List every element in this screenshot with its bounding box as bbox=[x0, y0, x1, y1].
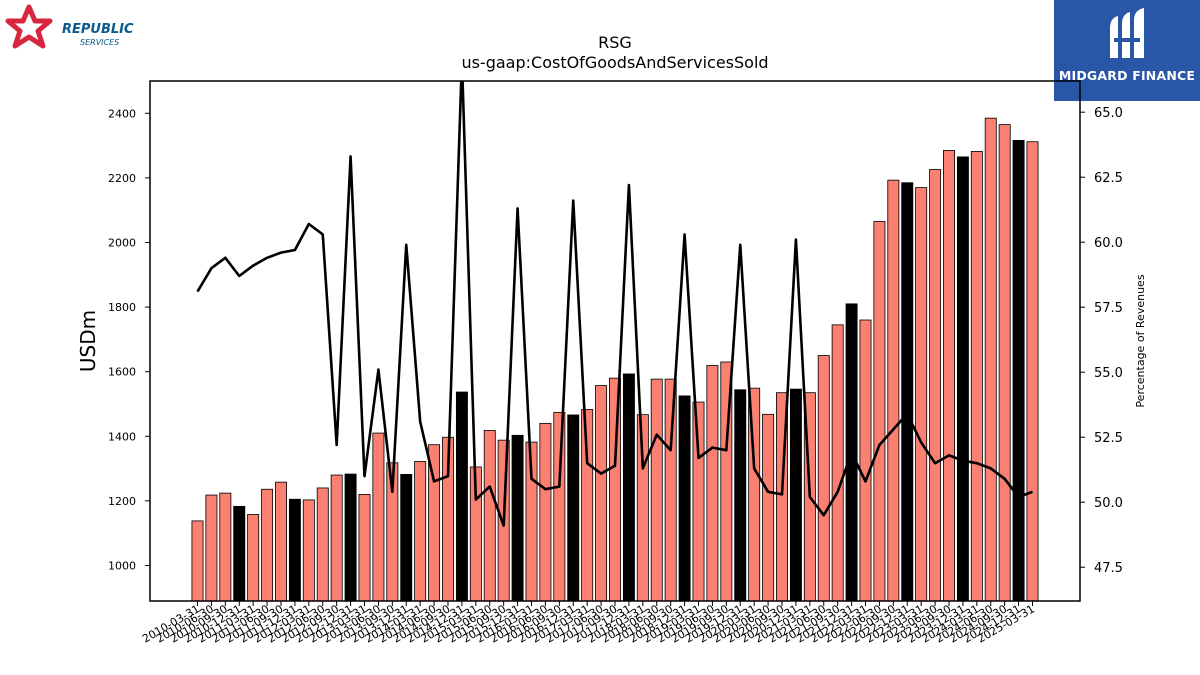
bar-2024-09-30 bbox=[998, 124, 1011, 602]
bar-2016-09-30 bbox=[553, 411, 566, 602]
bar-2010-03-31 bbox=[191, 520, 204, 602]
y-tick-label: 1600 bbox=[108, 366, 136, 379]
y-tick-label: 2000 bbox=[108, 236, 136, 249]
bar-2019-12-31 bbox=[734, 389, 747, 602]
bar-2023-12-31 bbox=[956, 156, 969, 602]
y2-tick-label: 52.5 bbox=[1094, 431, 1123, 446]
bar-2024-03-31 bbox=[970, 151, 983, 602]
bar-2019-03-31 bbox=[692, 401, 705, 602]
y2-tick-label: 50.0 bbox=[1094, 496, 1123, 511]
y2-tick-label: 65.0 bbox=[1094, 106, 1123, 121]
bar-2024-06-30 bbox=[984, 117, 997, 602]
bar-series bbox=[191, 117, 1039, 602]
y2-axis-label: Percentage of Revenues bbox=[1134, 274, 1147, 407]
x-axis: 2010-03-312010-06-302010-09-302010-12-31… bbox=[140, 601, 1037, 646]
bar-2011-06-30 bbox=[261, 488, 274, 602]
bar-2018-12-31 bbox=[678, 395, 691, 602]
bar-2016-06-30 bbox=[539, 422, 552, 602]
bar-2015-06-30 bbox=[483, 430, 496, 602]
y-tick-label: 2200 bbox=[108, 172, 136, 185]
midgard-emblem-icon bbox=[1110, 8, 1144, 58]
bar-2022-09-30 bbox=[887, 179, 900, 602]
bar-2022-06-30 bbox=[873, 221, 886, 602]
bar-2011-12-31 bbox=[288, 498, 301, 602]
bar-2018-06-30 bbox=[650, 378, 663, 602]
y2-tick-label: 60.0 bbox=[1094, 236, 1123, 251]
y-axis-label: USDm bbox=[76, 310, 100, 372]
percentage-line bbox=[196, 81, 1033, 527]
bar-2014-03-31 bbox=[414, 461, 427, 602]
bar-2014-12-31 bbox=[455, 391, 468, 602]
bar-2021-09-30 bbox=[831, 324, 844, 602]
y-tick-label: 1800 bbox=[108, 301, 136, 314]
y2-tick-label: 57.5 bbox=[1094, 301, 1123, 316]
y-tick-label: 1200 bbox=[108, 495, 136, 508]
y-tick-label: 1400 bbox=[108, 430, 136, 443]
y-tick-label: 2400 bbox=[108, 107, 136, 120]
bar-2013-12-31 bbox=[400, 473, 413, 602]
bar-2012-06-30 bbox=[316, 487, 329, 602]
chart-subtitle: us-gaap:CostOfGoodsAndServicesSold bbox=[461, 53, 768, 72]
y-axis: 1000 1200 1400 1600 1800 2000 2200 2400 bbox=[108, 107, 150, 572]
bar-2019-06-30 bbox=[706, 365, 719, 602]
y2-axis: 47.5 50.0 52.5 55.0 57.5 60.0 62.5 65.0 bbox=[1080, 106, 1123, 576]
bar-2024-12-31 bbox=[1012, 140, 1025, 602]
bar-2023-06-30 bbox=[929, 169, 942, 602]
bar-2023-09-30 bbox=[943, 150, 955, 602]
y2-tick-label: 47.5 bbox=[1094, 561, 1123, 576]
bar-2022-03-31 bbox=[859, 319, 872, 602]
bar-2017-06-30 bbox=[595, 385, 608, 602]
midgard-logo-text: MIDGARD FINANCE bbox=[1058, 68, 1196, 83]
y-tick-label: 1000 bbox=[108, 559, 136, 572]
bar-2020-06-30 bbox=[762, 413, 775, 602]
republic-logo-subtext: SERVICES bbox=[80, 38, 120, 47]
bar-2012-03-31 bbox=[302, 499, 315, 602]
bar-2022-12-31 bbox=[901, 182, 914, 602]
bar-2016-12-31 bbox=[567, 414, 580, 602]
bar-2013-06-30 bbox=[372, 432, 385, 602]
bar-2013-03-31 bbox=[358, 494, 371, 602]
chart-title: RSG bbox=[598, 33, 632, 52]
bar-2018-09-30 bbox=[664, 378, 677, 602]
bar-2017-12-31 bbox=[622, 373, 635, 602]
y2-tick-label: 62.5 bbox=[1094, 171, 1123, 186]
bar-2025-03-31 bbox=[1026, 141, 1039, 602]
bar-2012-12-31 bbox=[344, 473, 357, 602]
bar-2010-12-31 bbox=[233, 505, 246, 602]
bar-2017-03-31 bbox=[581, 409, 594, 602]
bar-2012-09-30 bbox=[330, 474, 343, 602]
republic-star-icon bbox=[5, 4, 53, 49]
midgard-finance-logo: MIDGARD FINANCE bbox=[1054, 0, 1200, 101]
bar-2020-12-31 bbox=[789, 388, 802, 602]
bar-2011-03-31 bbox=[247, 514, 260, 602]
bar-2011-09-30 bbox=[275, 481, 287, 602]
bar-2015-12-31 bbox=[511, 434, 524, 602]
bar-2021-06-30 bbox=[817, 355, 830, 602]
republic-services-logo: REPUBLIC SERVICES bbox=[4, 4, 144, 54]
line-series bbox=[196, 81, 1033, 527]
y2-tick-label: 55.0 bbox=[1094, 366, 1123, 381]
bar-2010-06-30 bbox=[205, 494, 218, 602]
republic-logo-text: REPUBLIC bbox=[62, 22, 134, 37]
bar-2010-09-30 bbox=[219, 492, 232, 602]
bar-2023-03-31 bbox=[915, 187, 928, 602]
